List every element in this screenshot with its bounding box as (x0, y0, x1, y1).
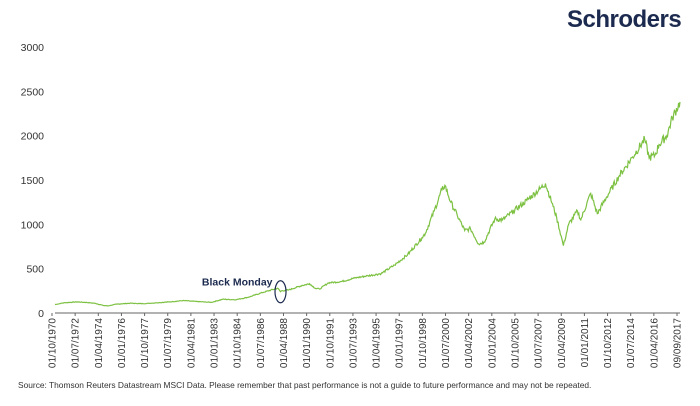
x-tick-label: 01/07/1986 (256, 318, 267, 368)
x-tick-label: 01/04/1995 (372, 318, 383, 368)
x-tick-label: 01/04/1988 (279, 318, 290, 368)
x-tick-label: 01/07/2007 (534, 318, 545, 368)
y-tick-label: 1500 (21, 175, 45, 187)
black-monday-label: Black Monday (202, 277, 273, 289)
y-tick-label: 500 (26, 264, 44, 276)
x-tick-label: 01/04/1981 (186, 318, 197, 368)
x-tick-label: 01/01/1976 (117, 318, 128, 368)
x-tick-label: 01/07/1979 (163, 318, 174, 368)
x-tick-label: 01/10/2005 (510, 318, 521, 368)
x-tick-label: 01/01/1990 (302, 318, 313, 368)
x-tick-label: 01/10/2012 (603, 318, 614, 368)
x-tick-label: 01/10/1984 (233, 318, 244, 368)
y-tick-label: 0 (38, 308, 44, 320)
x-tick-label: 01/04/1974 (94, 318, 105, 368)
y-tick-label: 2000 (21, 131, 45, 143)
y-tick-label: 3000 (21, 42, 45, 54)
annotation: Black Monday (202, 277, 287, 304)
x-tick-label: 01/10/1998 (418, 318, 429, 368)
x-tick-label: 01/07/2000 (441, 318, 452, 368)
y-tick-label: 2500 (21, 86, 45, 98)
x-tick-label: 01/01/2004 (487, 318, 498, 368)
x-tick-label: 01/07/1993 (348, 318, 359, 368)
x-tick-label: 01/01/2011 (580, 318, 591, 368)
x-tick-label: 01/10/1991 (325, 318, 336, 368)
x-tick-label: 01/10/1970 (48, 318, 59, 368)
x-tick-label: 01/10/1977 (140, 318, 151, 368)
x-tick-label: 01/01/1983 (210, 318, 221, 368)
brand-logo: Schroders (567, 6, 682, 33)
x-tick-label: 09/09/2017 (673, 318, 684, 368)
x-tick-label: 01/04/2002 (464, 318, 475, 368)
x-tick-label: 01/04/2016 (649, 318, 660, 368)
y-tick-label: 1000 (21, 219, 45, 231)
source-note: Source: Thomson Reuters Datastream MSCI … (18, 380, 592, 390)
series-line (54, 101, 681, 307)
x-axis: 01/10/1970 01/07/1972 01/04/1974 01/01/1976… (48, 312, 684, 368)
x-tick-label: 01/07/1972 (71, 318, 82, 368)
x-tick-label: 01/07/2014 (626, 318, 637, 368)
black-monday-marker (274, 280, 287, 304)
x-tick-label: 01/04/2009 (557, 318, 568, 368)
x-tick-label: 01/01/1997 (395, 318, 406, 368)
y-axis: 0 500 1000 1500 2000 2500 3000 (21, 42, 45, 320)
